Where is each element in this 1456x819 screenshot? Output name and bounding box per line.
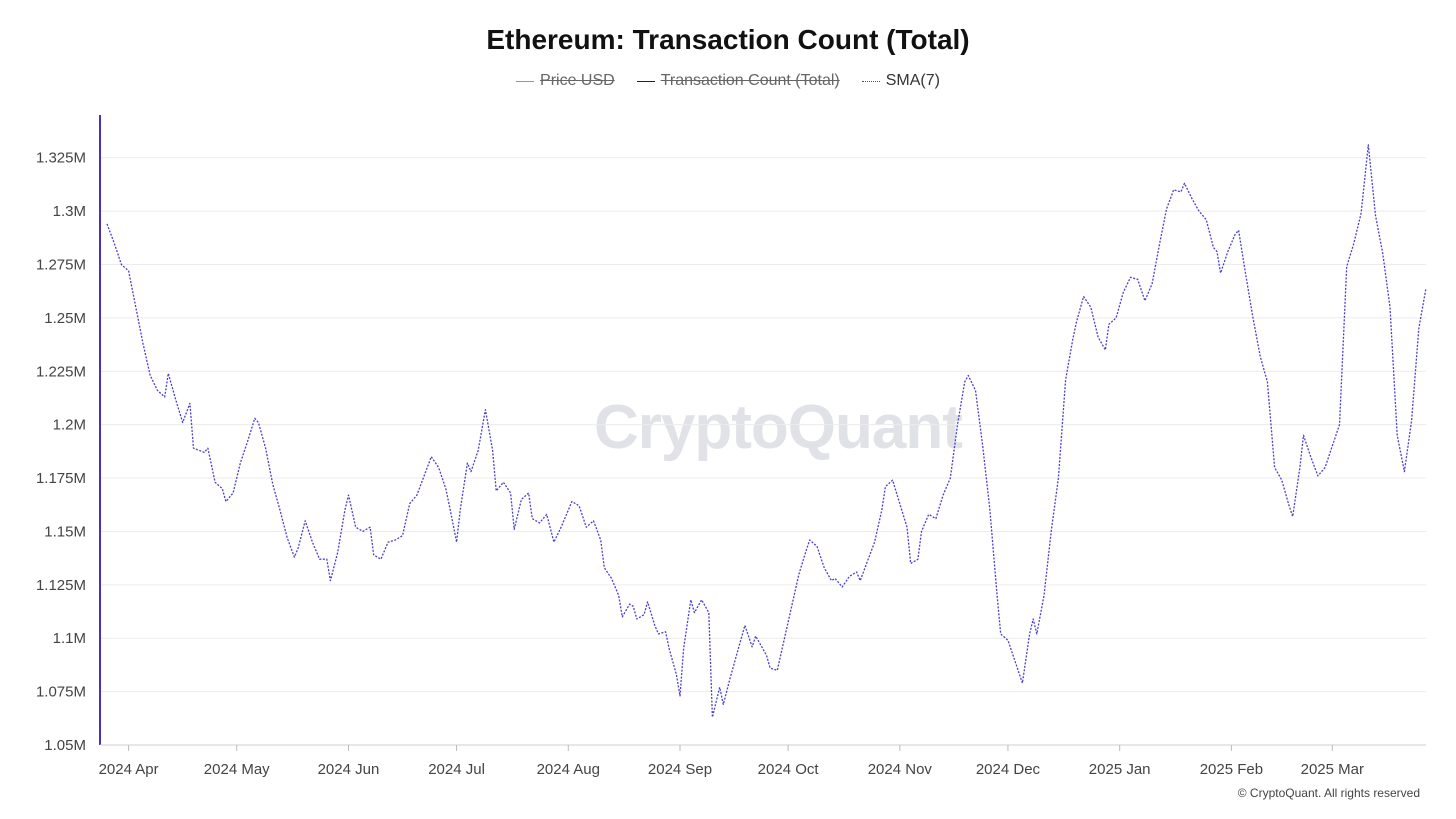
x-axis: 2024 Apr 2024 May 2024 Jun 2024 Jul 2024 Aug… [99, 744, 1426, 778]
x-tick-label: 2024 Dec [976, 761, 1041, 778]
x-tick-label: 2024 May [204, 761, 270, 778]
y-tick-label: 1.075M [36, 684, 86, 701]
legend-item-transaction-count[interactable]: Transaction Count (Total) [636, 72, 840, 90]
y-tick-label: 1.275M [36, 256, 86, 273]
y-tick-label: 1.05M [44, 737, 86, 754]
chart-legend: Price USD Transaction Count (Total) SMA(… [0, 72, 1456, 90]
y-tick-label: 1.25M [44, 310, 86, 327]
legend-item-sma7[interactable]: SMA(7) [861, 72, 940, 90]
legend-item-price-usd[interactable]: Price USD [516, 72, 615, 90]
x-tick-label: 2024 Nov [868, 761, 933, 778]
y-tick-label: 1.3M [53, 203, 86, 220]
chart-title: Ethereum: Transaction Count (Total) [486, 24, 970, 55]
x-tick-label: 2024 Oct [758, 761, 820, 778]
x-tick-label: 2024 Jul [428, 761, 485, 778]
x-tick-label: 2024 Sep [648, 761, 712, 778]
legend-label-sma7: SMA(7) [885, 72, 940, 89]
legend-swatch-transaction-count [636, 80, 655, 82]
x-tick-label: 2024 Apr [99, 761, 159, 778]
y-tick-label: 1.125M [36, 577, 86, 594]
series-line-sma7[interactable] [106, 144, 1427, 718]
y-tick-label: 1.15M [44, 523, 86, 540]
x-tick-label: 2025 Mar [1301, 761, 1364, 778]
series-layer [106, 144, 1427, 718]
legend-swatch-sma7 [861, 80, 880, 82]
legend-swatch-price-usd [516, 80, 535, 82]
x-tick-label: 2025 Jan [1089, 761, 1151, 778]
y-tick-label: 1.2M [53, 417, 86, 434]
x-tick-label: 2025 Feb [1200, 761, 1263, 778]
legend-label-transaction-count: Transaction Count (Total) [660, 72, 840, 89]
copyright-notice: © CryptoQuant. All rights reserved [1237, 786, 1420, 800]
y-tick-label: 1.225M [36, 363, 86, 380]
grid-lines [100, 157, 1426, 693]
y-tick-label: 1.175M [36, 470, 86, 487]
x-tick-label: 2024 Aug [537, 761, 600, 778]
y-tick-label: 1.1M [53, 630, 86, 647]
legend-label-price-usd: Price USD [540, 72, 615, 89]
y-tick-label: 1.325M [36, 150, 86, 167]
watermark: CryptoQuant [594, 393, 963, 462]
x-tick-label: 2024 Jun [318, 761, 380, 778]
y-axis: 1.05M 1.075M 1.1M 1.125M 1.15M 1.175M 1.2M 1.22… [36, 115, 101, 754]
